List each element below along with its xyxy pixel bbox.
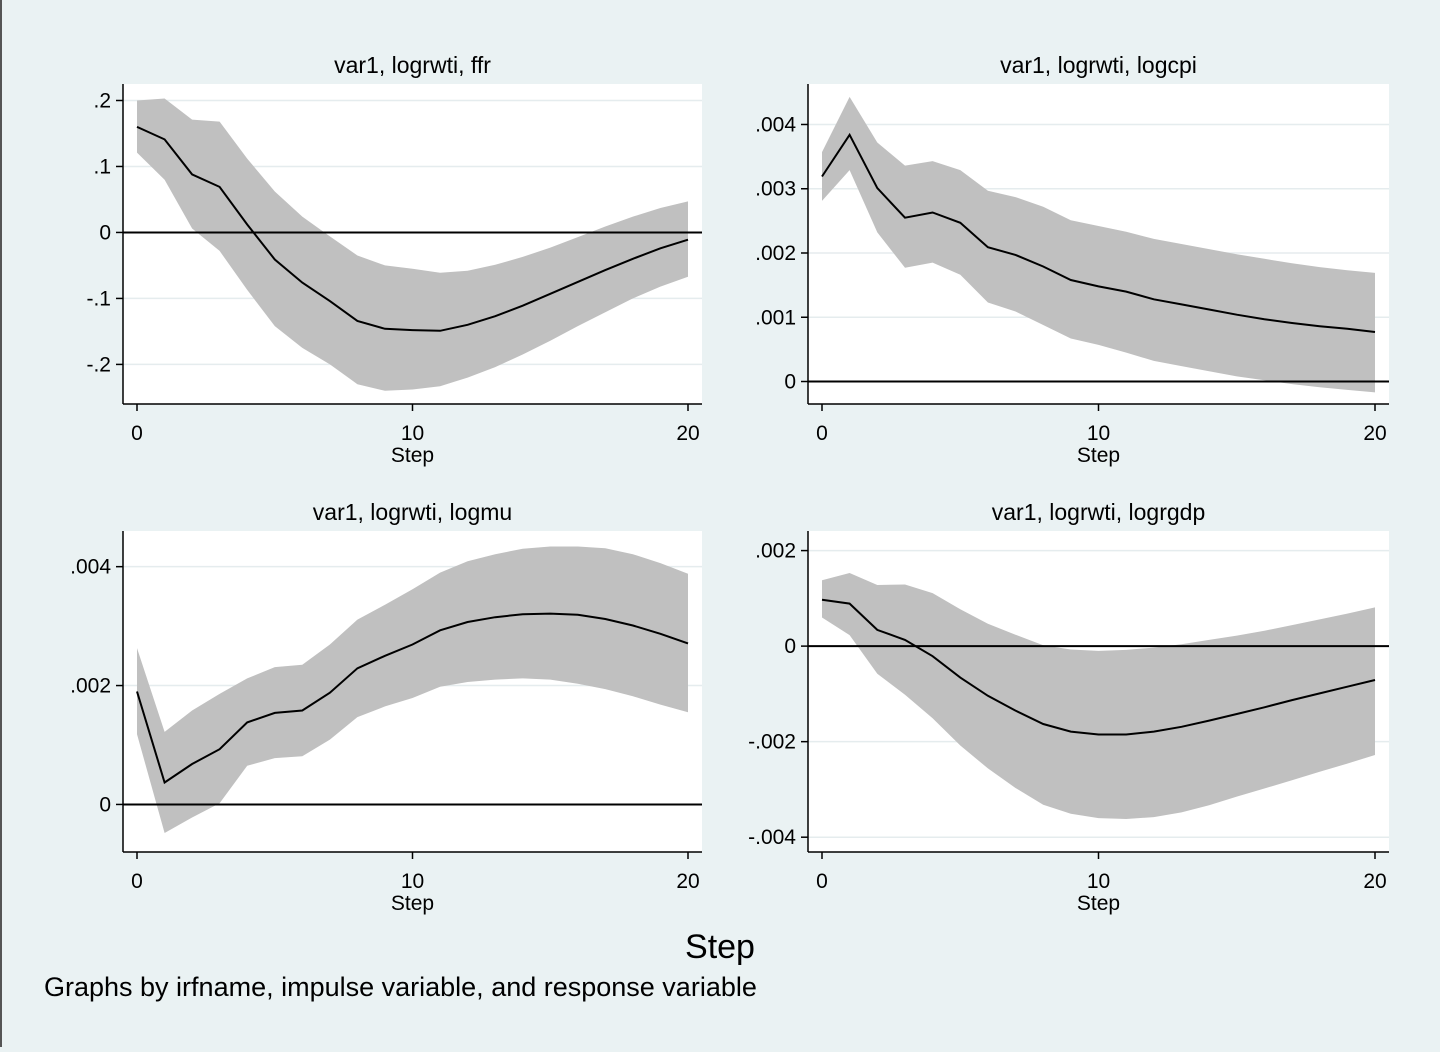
y-tick-label: .002 [755, 242, 796, 265]
irf-estimate-line [136, 125, 689, 332]
irf-estimate-line [136, 612, 689, 785]
x-tick-label: 0 [816, 870, 828, 893]
y-tick-label: .003 [755, 178, 796, 201]
panel-title: var1, logrwti, ffr [334, 52, 491, 78]
x-tick-label: 0 [131, 422, 143, 445]
x-axis-label: Step [1077, 892, 1120, 915]
chart-panel-3: 0 .002 .004 0 10 20 Step var1, logrwti, logmu [70, 499, 702, 915]
y-tick-label: .2 [93, 89, 111, 112]
overall-x-axis-label: Step [685, 928, 755, 966]
chart-panel-4: -.004 -.002 0 .002 0 10 20 Step var1, logrwti, l… [748, 499, 1389, 915]
x-tick-label: 10 [1087, 870, 1110, 893]
x-tick-label: 20 [676, 870, 699, 893]
graph-note: Graphs by irfname, impulse variable, and… [44, 972, 757, 1002]
y-tick-label: 0 [99, 793, 111, 816]
x-tick-label: 20 [676, 422, 699, 445]
y-tick-label: -.002 [748, 731, 796, 754]
chart-panel-2: 0 .001 .002 .003 .004 0 10 20 Step var1, logrwti,… [755, 52, 1389, 467]
y-tick-label: -.1 [86, 287, 111, 310]
irf-estimate-line [821, 132, 1376, 333]
y-tick-label: .001 [755, 306, 796, 329]
x-tick-label: 0 [131, 870, 143, 893]
confidence-band [137, 98, 688, 391]
confidence-band [822, 96, 1375, 393]
confidence-band [137, 546, 688, 833]
x-axis-label: Step [1077, 444, 1120, 467]
panel-title: var1, logrwti, logcpi [1000, 52, 1197, 78]
x-tick-label: 20 [1363, 422, 1386, 445]
y-tick-label: .004 [70, 556, 111, 579]
panel-title: var1, logrwti, logmu [313, 499, 512, 525]
y-tick-label: .002 [70, 675, 111, 698]
panel-title: var1, logrwti, logrgdp [992, 499, 1206, 525]
y-tick-label: .1 [93, 155, 111, 178]
y-tick-label: 0 [99, 221, 111, 244]
x-tick-label: 0 [816, 422, 828, 445]
x-tick-label: 10 [401, 870, 424, 893]
y-tick-label: -.004 [748, 826, 796, 849]
y-tick-label: 0 [784, 635, 796, 658]
x-axis-label: Step [391, 444, 434, 467]
confidence-band [822, 573, 1375, 819]
chart-panel-1: -.2 -.1 0 .1 .2 0 10 20 Step var1, logrwti, ffr [86, 52, 702, 467]
x-tick-label: 20 [1363, 870, 1386, 893]
y-tick-label: -.2 [86, 353, 111, 376]
figure-frame-left [0, 0, 2, 1047]
x-axis-label: Step [391, 892, 434, 915]
x-tick-label: 10 [401, 422, 424, 445]
y-tick-label: .004 [755, 113, 796, 136]
irf-estimate-line [821, 598, 1376, 736]
y-tick-label: 0 [784, 371, 796, 394]
y-tick-label: .002 [755, 540, 796, 563]
x-tick-label: 10 [1087, 422, 1110, 445]
